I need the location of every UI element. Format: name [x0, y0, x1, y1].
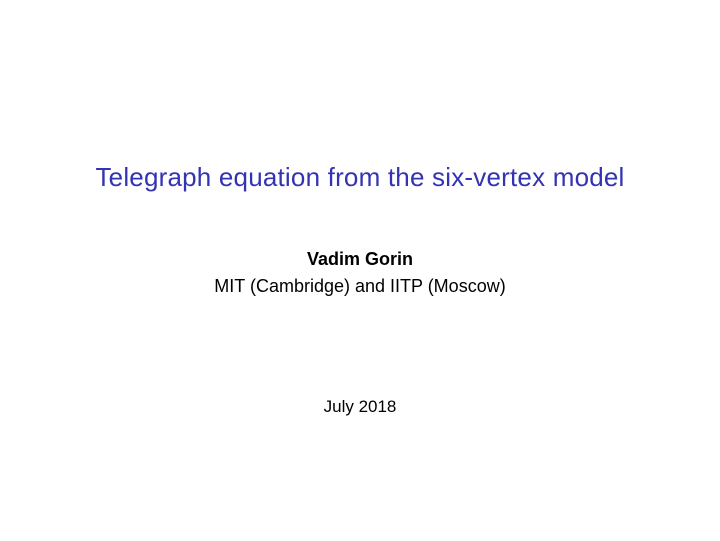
presentation-slide: Telegraph equation from the six-vertex m… — [0, 0, 720, 541]
author-affiliation: MIT (Cambridge) and IITP (Moscow) — [214, 276, 505, 297]
author-name: Vadim Gorin — [307, 249, 413, 270]
presentation-date: July 2018 — [324, 397, 397, 417]
slide-title: Telegraph equation from the six-vertex m… — [95, 162, 624, 193]
